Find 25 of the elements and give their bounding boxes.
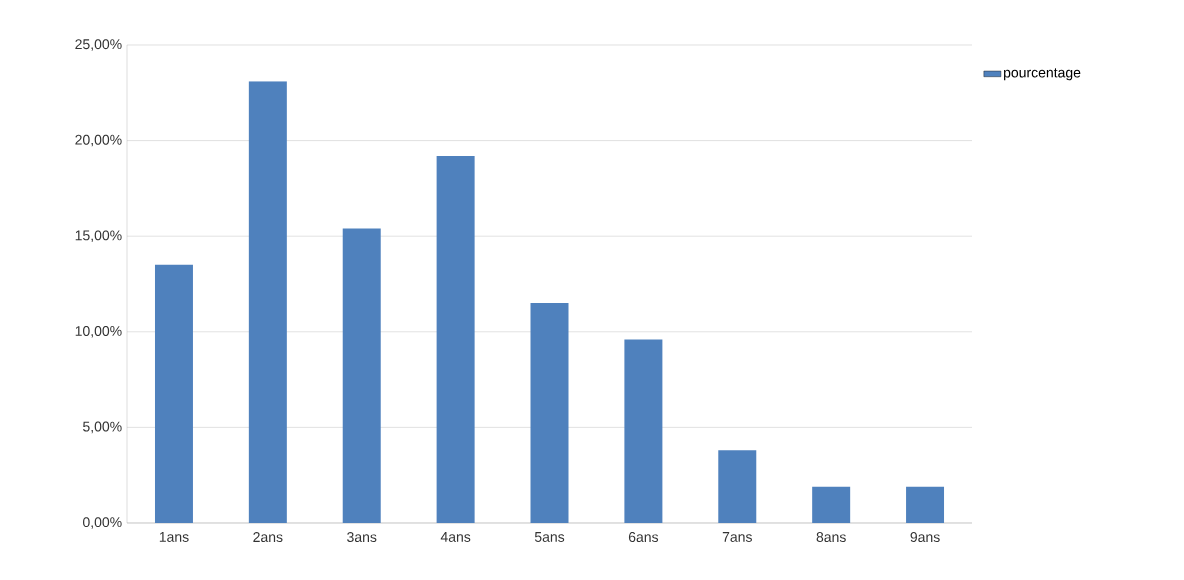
bar xyxy=(718,450,757,523)
x-tick-label: 9ans xyxy=(910,532,940,543)
x-tick-label: 4ans xyxy=(440,532,471,542)
x-tick-label: 8ans xyxy=(816,532,846,543)
bar xyxy=(624,339,663,523)
bar xyxy=(342,228,381,523)
bar xyxy=(248,81,287,523)
x-tick-label: 6ans xyxy=(628,532,659,543)
bar xyxy=(530,303,569,523)
y-tick-label: 0,00% xyxy=(83,517,122,529)
x-tick-label: 7ans xyxy=(722,532,752,542)
x-tick-label: 3ans xyxy=(347,532,377,543)
bar xyxy=(812,486,851,523)
bar xyxy=(154,264,193,523)
x-tick-label: 2ans xyxy=(253,532,283,543)
y-tick-label: 5,00% xyxy=(83,421,122,434)
y-tick-label: 25,00% xyxy=(75,39,122,51)
bar xyxy=(436,155,475,523)
y-tick-label: 15,00% xyxy=(75,230,122,242)
x-tick-label: 1ans xyxy=(159,532,189,542)
bar xyxy=(906,486,945,523)
y-tick-label: 10,00% xyxy=(75,325,122,338)
y-tick-label: 20,00% xyxy=(75,134,122,147)
legend-label: pourcentage xyxy=(1004,68,1081,81)
x-tick-label: 5ans xyxy=(534,532,565,542)
